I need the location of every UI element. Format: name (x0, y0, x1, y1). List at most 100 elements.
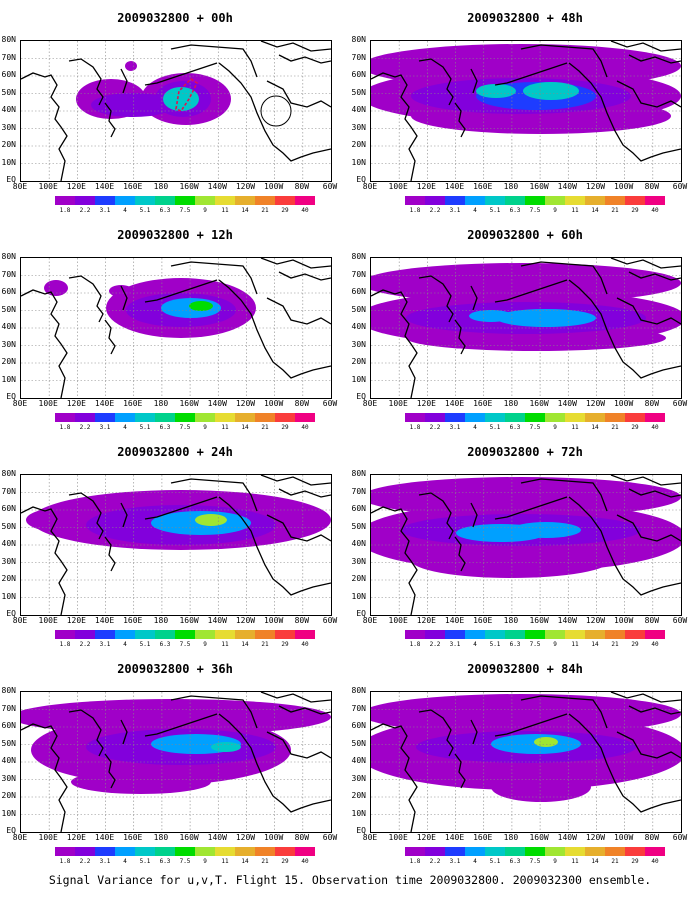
colorbar-label: 3.1 (99, 424, 111, 431)
coastline (120, 68, 128, 94)
lon-label: 100W (613, 833, 634, 842)
coastline (610, 692, 681, 703)
colorbar-swatch (565, 196, 585, 205)
colorbar-swatch (55, 413, 75, 422)
lon-label: 120E (66, 833, 86, 842)
colorbar-label: 1.8 (59, 641, 71, 648)
coastline (170, 695, 258, 729)
colorbar-swatch (135, 630, 155, 639)
colorbar-swatch (215, 196, 235, 205)
colorbar-label: 3.1 (449, 207, 461, 214)
map-grid: 2009032800 + 00h 80N 70N 60N 50N 40N 30N 20N 10N… (0, 0, 700, 868)
colorbar-swatch (585, 196, 605, 205)
lat-label: 40N (1, 322, 16, 331)
lat-label: 80N (351, 469, 366, 478)
coastline (266, 731, 331, 759)
colorbar-label: 1.8 (409, 424, 421, 431)
lon-label: 80E (12, 833, 28, 842)
colorbar-label: 21 (261, 641, 269, 648)
lon-label: 140E (94, 616, 115, 625)
coastline (418, 58, 454, 106)
colorbar-swatch (55, 196, 75, 205)
colorbar-label: 4 (123, 858, 127, 865)
map-frame (20, 691, 332, 833)
colorbar-swatch (275, 847, 295, 856)
coastline (628, 488, 681, 498)
colorbar-label: 5.1 (139, 858, 151, 865)
colorbar-swatch (235, 196, 255, 205)
colorbar-swatch (645, 630, 665, 639)
lon-label: 80E (12, 399, 28, 408)
lon-label: 80E (362, 399, 378, 408)
coastline (144, 279, 218, 303)
lat-label: 80N (351, 686, 366, 695)
colorbar-label: 2.2 (79, 424, 91, 431)
colorbar-swatch (425, 847, 445, 856)
lon-label: 120W (585, 182, 606, 191)
coastline (454, 536, 466, 572)
colorbar-swatch (295, 847, 315, 856)
coastline (260, 692, 331, 703)
coastline (371, 72, 418, 181)
lon-label: 140W (207, 833, 227, 842)
lat-label: 50N (351, 521, 366, 531)
colorbar-label: 5.1 (489, 424, 501, 431)
coastline (494, 279, 568, 303)
colorbar-label: 21 (261, 858, 269, 865)
colorbar-label: 4 (123, 207, 127, 214)
colorbar-swatch (135, 196, 155, 205)
colorbar-label: 6.3 (159, 858, 171, 865)
colorbar-swatch (585, 847, 605, 856)
forecast-panel: 2009032800 + 36h 80N 70N 60N 50N 40N 30N 20N 10N… (0, 651, 350, 868)
panel-title: 2009032800 + 12h (117, 228, 233, 242)
colorbar-swatch (625, 630, 645, 639)
lat-label: 60N (1, 721, 16, 730)
colorbar-swatch (75, 630, 95, 639)
lon-label: 160E (473, 616, 493, 625)
coastline (520, 261, 608, 295)
lon-label: 160W (179, 399, 199, 408)
lon-label: 80E (12, 182, 28, 191)
colorbar-swatch (55, 847, 75, 856)
lon-label: 80E (362, 833, 378, 842)
lat-label: 30N (1, 773, 16, 783)
variance-contour (71, 770, 211, 794)
lat-label: 20N (1, 140, 16, 149)
lat-label: 30N (1, 122, 16, 132)
colorbar-swatch (545, 630, 565, 639)
colorbar-label: 40 (651, 858, 659, 865)
colorbar-label: 3.1 (449, 641, 461, 648)
lat-label: 10N (351, 591, 366, 601)
coastline (616, 297, 681, 325)
colorbar-swatch (135, 413, 155, 422)
colorbar-label: 11 (571, 424, 579, 431)
signal-variance-map (21, 258, 331, 398)
colorbar-label: 3.1 (99, 641, 111, 648)
colorbar-label: 1.8 (409, 207, 421, 214)
colorbar-label: 40 (651, 207, 659, 214)
lon-label: 160W (529, 616, 549, 625)
colorbar-swatch (155, 847, 175, 856)
colorbar-swatch (215, 413, 235, 422)
lon-label: 80W (294, 182, 310, 191)
colorbar-swatch (175, 630, 195, 639)
coastline (218, 62, 331, 162)
colorbar-swatch (115, 413, 135, 422)
lon-label: 180 (153, 833, 169, 842)
forecast-panel: 2009032800 + 00h 80N 70N 60N 50N 40N 30N 20N 10N… (0, 0, 350, 217)
forecast-panel: 2009032800 + 60h 80N 70N 60N 50N 40N 30N 20N 10N… (350, 217, 700, 434)
colorbar-swatch (505, 413, 525, 422)
colorbar-swatch (485, 413, 505, 422)
colorbar-swatch (95, 847, 115, 856)
lat-label: 10N (1, 591, 16, 601)
lon-label: 160E (123, 399, 143, 408)
colorbar-label: 11 (571, 207, 579, 214)
colorbar-label: 7.5 (179, 858, 191, 865)
variance-contour (496, 309, 596, 327)
colorbar-swatch (275, 413, 295, 422)
lat-label: 30N (351, 773, 366, 783)
lat-label: 30N (351, 339, 366, 349)
lat-label: 30N (1, 556, 16, 566)
coastline (568, 713, 681, 813)
colorbar-label: 7.5 (529, 641, 541, 648)
